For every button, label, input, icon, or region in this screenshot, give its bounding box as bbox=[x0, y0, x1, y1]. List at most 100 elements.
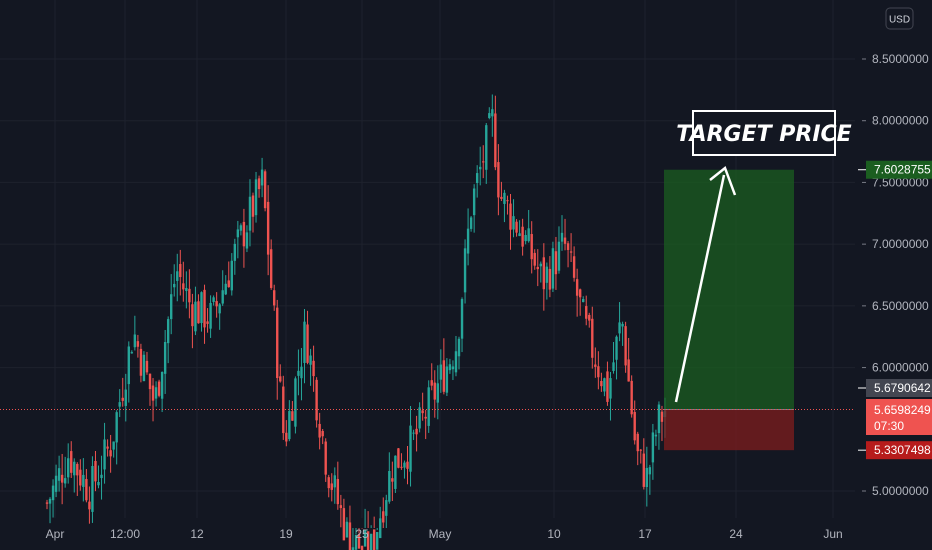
candle-body bbox=[524, 234, 527, 242]
candle-body bbox=[330, 483, 333, 490]
candle-body bbox=[139, 348, 143, 376]
candle-body bbox=[54, 475, 58, 492]
candle-body bbox=[157, 381, 161, 396]
candle-body bbox=[233, 243, 237, 261]
candle-body bbox=[415, 428, 418, 435]
x-tick-label: Apr bbox=[46, 527, 65, 541]
candle-body bbox=[82, 474, 85, 487]
candle-body bbox=[639, 449, 642, 451]
candle-body bbox=[94, 460, 97, 482]
candle-body bbox=[633, 411, 636, 441]
candle-body bbox=[354, 534, 358, 550]
candle-body bbox=[236, 229, 240, 238]
candle-body bbox=[45, 502, 49, 504]
candle-body bbox=[527, 228, 530, 242]
y-tick-label: 6.5000000 bbox=[872, 299, 929, 313]
candle-body bbox=[536, 266, 539, 270]
time-axis[interactable]: Apr 12:00 12 19 25 May 10 17 24 Jun bbox=[46, 527, 843, 541]
candle-body bbox=[391, 478, 394, 482]
other-level-label: 5.6790642 bbox=[874, 381, 931, 395]
candle-body bbox=[497, 162, 500, 198]
candle-body bbox=[215, 301, 218, 307]
target-level-label: 7.6028755 bbox=[874, 163, 931, 177]
candle-body bbox=[557, 241, 561, 271]
candle-body bbox=[348, 522, 352, 550]
candle-body bbox=[363, 529, 367, 547]
candle-body bbox=[121, 397, 124, 401]
candle-body bbox=[218, 304, 221, 314]
candle-body bbox=[103, 439, 106, 470]
candle-body bbox=[618, 322, 621, 334]
profit-zone[interactable] bbox=[664, 169, 794, 410]
annotation-box bbox=[692, 110, 836, 156]
candle-body bbox=[436, 383, 439, 403]
position-tool[interactable] bbox=[664, 169, 794, 451]
candle-body bbox=[512, 216, 515, 230]
candle-body bbox=[212, 297, 215, 302]
candle-body bbox=[357, 534, 361, 549]
candle-body bbox=[397, 448, 400, 468]
candle-body bbox=[85, 479, 88, 501]
candle-body bbox=[545, 266, 549, 283]
candle-body bbox=[127, 346, 130, 385]
candle-body bbox=[279, 376, 282, 382]
candle-body bbox=[539, 263, 542, 267]
candle-body bbox=[339, 505, 343, 509]
candle-body bbox=[251, 195, 255, 217]
candle-body bbox=[118, 402, 121, 407]
candle-body bbox=[533, 252, 536, 266]
candle-body bbox=[306, 324, 309, 363]
y-tick-label: 5.0000000 bbox=[872, 484, 929, 498]
candle-body bbox=[360, 545, 364, 550]
candle-body bbox=[194, 301, 197, 332]
target-arrow bbox=[674, 165, 737, 403]
candle-body bbox=[612, 362, 615, 371]
candle-body bbox=[227, 280, 230, 288]
candle-body bbox=[479, 166, 482, 170]
candle-body bbox=[494, 113, 497, 168]
candle-body bbox=[321, 430, 324, 437]
loss-zone[interactable] bbox=[664, 409, 794, 451]
candle-body bbox=[282, 386, 285, 434]
currency-badge[interactable]: USD bbox=[885, 7, 914, 30]
candle-body bbox=[591, 318, 594, 358]
candle-body bbox=[421, 410, 424, 414]
candle-body bbox=[606, 371, 609, 402]
candle-body bbox=[263, 171, 267, 209]
candle-body bbox=[521, 226, 524, 247]
candle-body bbox=[488, 113, 491, 118]
candle-body bbox=[469, 217, 473, 229]
candle-body bbox=[409, 425, 412, 472]
candle-body bbox=[376, 532, 379, 550]
candle-body bbox=[151, 385, 155, 401]
candle-body bbox=[582, 299, 585, 303]
candle-body bbox=[597, 366, 600, 378]
candle-body bbox=[163, 341, 167, 374]
candle-body bbox=[372, 529, 376, 550]
candle-body bbox=[603, 378, 606, 392]
candle-body bbox=[109, 450, 112, 457]
candle-body bbox=[224, 283, 227, 295]
candle-body bbox=[309, 355, 312, 365]
y-tick-label: 8.0000000 bbox=[872, 114, 929, 128]
candle-body bbox=[451, 366, 455, 370]
candle-body bbox=[594, 364, 597, 367]
candle-body bbox=[654, 434, 658, 437]
candle-body bbox=[427, 387, 430, 426]
x-tick-label: 12:00 bbox=[110, 527, 140, 541]
candle-body bbox=[318, 423, 321, 438]
candle-body bbox=[248, 196, 252, 231]
y-tick-label: 7.0000000 bbox=[872, 237, 929, 251]
candle-body bbox=[294, 378, 297, 427]
x-tick-label: 10 bbox=[547, 527, 561, 541]
price-axis[interactable]: 5.0000000 6.0000000 6.5000000 7.0000000 7.50… bbox=[862, 52, 929, 498]
arrow-head bbox=[709, 165, 737, 196]
candle-body bbox=[327, 477, 330, 489]
countdown-label: 07:30 bbox=[874, 419, 904, 433]
candle-body bbox=[297, 370, 300, 376]
candle-body bbox=[642, 453, 645, 487]
target-price-annotation[interactable]: TARGET PRICE bbox=[676, 110, 852, 156]
candle-body bbox=[63, 478, 67, 484]
candle-body bbox=[197, 301, 200, 324]
